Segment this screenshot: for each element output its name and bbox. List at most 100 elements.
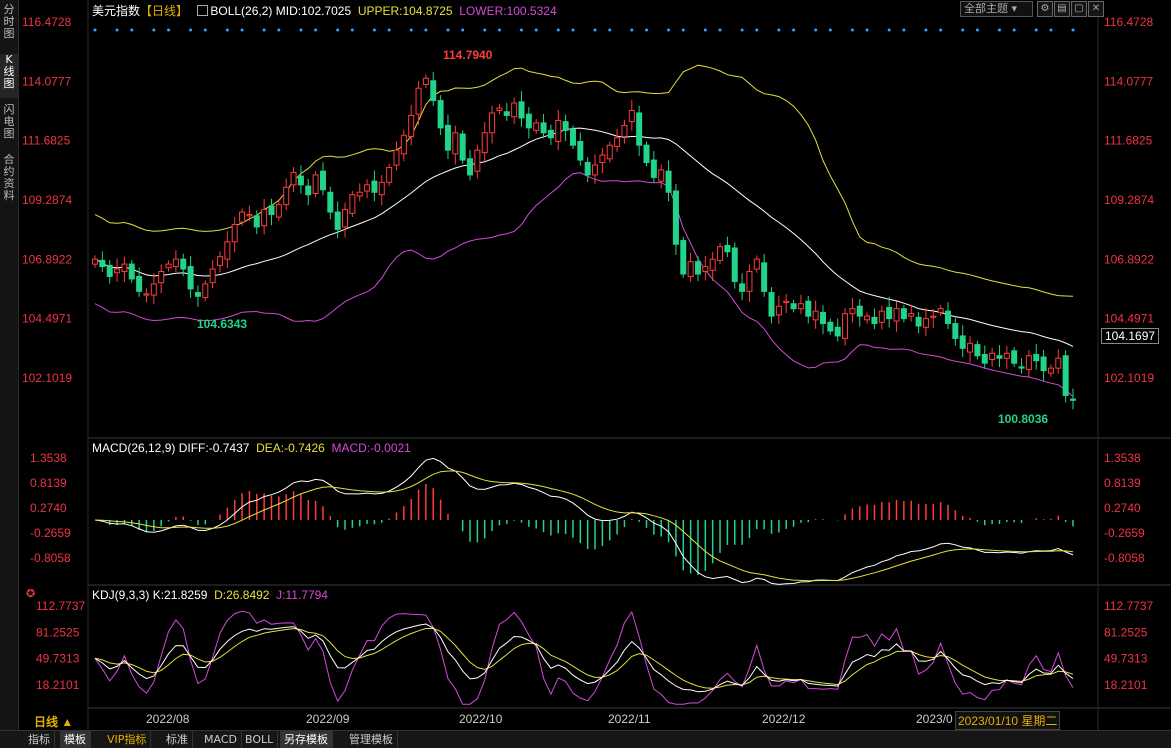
candle-body — [172, 258, 179, 268]
candle-body — [217, 256, 224, 266]
signal-dot — [519, 28, 523, 32]
signal-dot — [225, 28, 229, 32]
candle-body — [525, 113, 532, 129]
kline-chart[interactable]: 116.4728 116.4728 114.0777 114.0777 111.6825… — [0, 0, 1171, 730]
candle-body — [922, 318, 929, 328]
restore-icon[interactable]: ▢ — [1071, 1, 1087, 17]
candle-body — [297, 175, 304, 186]
macd-diff: DIFF:-0.7437 — [178, 441, 250, 455]
candle-body — [592, 164, 599, 176]
signal-dot — [792, 28, 796, 32]
candle-body — [915, 316, 922, 327]
signal-dot — [314, 28, 318, 32]
signal-dot — [203, 28, 207, 32]
time-label: 2022/10 — [459, 712, 503, 726]
main-header: 美元指数【日线】 BOLL(26,2) MID:102.7025 UPPER:1… — [92, 2, 557, 19]
kdj-close-icon[interactable]: ✪ — [26, 588, 36, 600]
candle-body — [1018, 366, 1025, 369]
candle-body — [1033, 354, 1040, 362]
candle-body — [92, 258, 98, 265]
close-icon[interactable]: ✕ — [1088, 1, 1104, 17]
price-tick-left: 102.1019 — [22, 371, 72, 385]
tab-indicators[interactable]: 指标 — [24, 731, 55, 748]
signal-dot — [240, 28, 244, 32]
window-icon[interactable]: ▤ — [1054, 1, 1070, 17]
low-annotation-right: 100.8036 — [998, 412, 1049, 426]
candle-body — [533, 122, 540, 131]
tab-contract-info[interactable]: 合约资料 — [3, 153, 15, 202]
signal-dot — [939, 28, 943, 32]
signal-dot — [409, 28, 413, 32]
candle-body — [327, 191, 334, 213]
candle-body — [1062, 355, 1069, 396]
candle-body — [694, 261, 701, 275]
kdj-tick-left: 18.2101 — [36, 678, 80, 692]
kdj-j-line — [94, 610, 1074, 705]
candle-body — [165, 263, 172, 269]
price-tick-right: 106.8922 — [1104, 252, 1154, 266]
candle-body — [812, 310, 819, 321]
macd-tick-right: 0.8139 — [1104, 476, 1141, 490]
signal-dot — [1049, 28, 1053, 32]
candle-body — [121, 263, 128, 273]
signal-dot — [924, 28, 928, 32]
signal-dot — [461, 28, 465, 32]
candle-body — [194, 292, 201, 297]
tab-templates[interactable]: 模板 — [60, 731, 91, 748]
tab-save-template[interactable]: 另存模板 — [280, 731, 333, 748]
tab-macd[interactable]: MACD — [200, 731, 242, 748]
candle-body — [709, 258, 716, 271]
theme-select-value: 全部主题 — [964, 2, 1008, 15]
candle-body — [930, 315, 937, 318]
tab-lightning[interactable]: 闪电图 — [3, 103, 15, 140]
signal-dot — [608, 28, 612, 32]
tab-standard[interactable]: 标准 — [162, 731, 193, 748]
candle-body — [275, 204, 282, 218]
signal-dot — [556, 28, 560, 32]
signal-dot — [681, 28, 685, 32]
candle-body — [415, 87, 422, 115]
candle-body — [739, 283, 746, 292]
theme-select[interactable]: 全部主题 ▾ — [960, 1, 1033, 17]
signal-dot — [645, 28, 649, 32]
tab-boll[interactable]: BOLL — [241, 731, 279, 748]
kdj-tick-right: 81.2525 — [1104, 625, 1148, 639]
signal-dot — [350, 28, 354, 32]
candle-body — [599, 154, 606, 164]
kdj-tick-left: 81.2525 — [36, 625, 80, 639]
candle-body — [187, 266, 194, 290]
candle-body — [687, 261, 694, 277]
tab-kline[interactable]: K线图 — [0, 54, 18, 98]
signal-dot — [152, 28, 156, 32]
cursor-date: 2023/01/10 星期二 — [955, 711, 1061, 730]
macd-tick-left: -0.2659 — [30, 526, 71, 540]
candle-body — [790, 303, 797, 310]
signal-dot — [446, 28, 450, 32]
candle-body — [989, 352, 996, 360]
candle-body — [349, 194, 356, 214]
candle-body — [356, 191, 363, 197]
candle-body — [797, 303, 804, 310]
candle-body — [680, 240, 687, 275]
macd-label: MACD(26,12,9) — [92, 441, 176, 455]
candle-body — [209, 268, 216, 284]
candle-body — [665, 170, 672, 193]
candle-body — [952, 323, 959, 339]
candle-body — [180, 258, 187, 270]
candle-body — [871, 316, 878, 325]
candle-body — [239, 211, 246, 223]
period-badge[interactable]: 日线 ▲ — [34, 715, 74, 729]
tab-manage-templates[interactable]: 管理模板 — [345, 731, 398, 748]
candle-body — [967, 342, 974, 353]
settings-icon[interactable]: ⚙ — [1037, 1, 1053, 17]
candle-body — [474, 149, 481, 172]
candle-body — [99, 259, 106, 268]
tab-vip-indicators[interactable]: VIP指标 — [103, 731, 152, 748]
kdj-tick-left: 49.7313 — [36, 652, 80, 666]
signal-dot — [997, 28, 1001, 32]
candle-body — [290, 171, 297, 186]
candle-body — [614, 137, 621, 147]
candle-body — [312, 174, 319, 194]
tab-timeshare[interactable]: 分时图 — [3, 3, 15, 40]
candle-body — [231, 223, 238, 243]
